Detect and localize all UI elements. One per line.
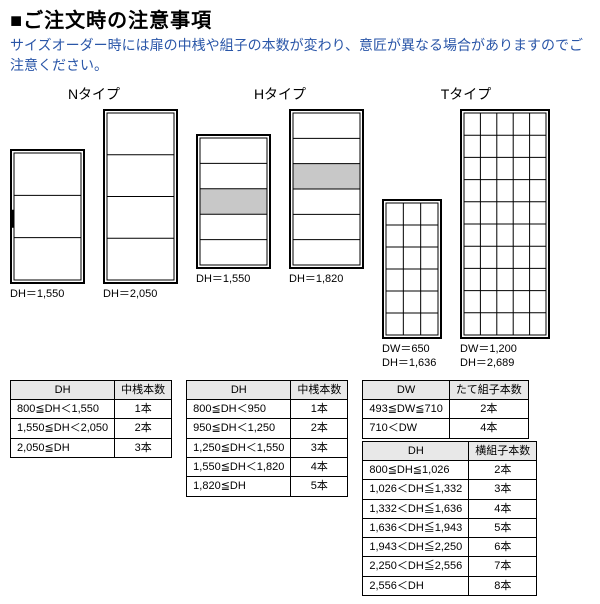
door-caption: DH＝2,050 — [103, 288, 178, 301]
type-n-label: Nタイプ — [68, 85, 120, 103]
table-cell: 2本 — [291, 419, 348, 438]
door-diagram — [289, 109, 364, 269]
data-table: DH中桟本数800≦DH＜9501本950≦DH＜1,2502本1,250≦DH… — [186, 380, 348, 497]
table-cell: 800≦DH＜1,550 — [11, 400, 115, 419]
door-caption: DH＝1,820 — [289, 273, 364, 286]
table-header: DH — [187, 380, 291, 399]
table-cell: 5本 — [291, 477, 348, 496]
type-n-table: DH中桟本数800≦DH＜1,5501本1,550≦DH＜2,0502本2,05… — [10, 380, 172, 458]
table-row: 2,250＜DH≦2,5567本 — [363, 557, 537, 576]
type-h-doors: DH＝1,550 DH＝1,820 — [196, 109, 364, 286]
table-cell: 1,943＜DH≦2,250 — [363, 538, 469, 557]
table-cell: 7本 — [469, 557, 537, 576]
table-cell: 2,050≦DH — [11, 438, 115, 457]
table-row: 2,050≦DH3本 — [11, 438, 172, 457]
table-cell: 3本 — [291, 438, 348, 457]
table-cell: 1,550≦DH＜2,050 — [11, 419, 115, 438]
table-cell: 710＜DW — [363, 419, 449, 438]
type-t-doors: DW＝650DH＝1,636 DW＝1,200DH＝2,689 — [382, 109, 550, 369]
table-row: 1,250≦DH＜1,5503本 — [187, 438, 348, 457]
table-row: 800≦DH＜1,5501本 — [11, 400, 172, 419]
data-table: DWたて組子本数493≦DW≦7102本710＜DW4本 — [362, 380, 528, 439]
table-cell: 800≦DH≦1,026 — [363, 460, 469, 479]
table-cell: 2本 — [469, 460, 537, 479]
door-wrap: DH＝2,050 — [103, 109, 178, 301]
door-wrap: DH＝1,550 — [196, 134, 271, 286]
door-wrap: DW＝1,200DH＝2,689 — [460, 109, 550, 369]
table-header: 中桟本数 — [115, 380, 172, 399]
door-diagram — [103, 109, 178, 284]
table-cell: 6本 — [469, 538, 537, 557]
table-cell: 2,250＜DH≦2,556 — [363, 557, 469, 576]
table-row: 710＜DW4本 — [363, 419, 528, 438]
table-cell: 4本 — [469, 499, 537, 518]
table-header: 横組子本数 — [469, 441, 537, 460]
table-cell: 2本 — [115, 419, 172, 438]
table-header: DW — [363, 380, 449, 399]
table-row: 1,820≦DH5本 — [187, 477, 348, 496]
type-h-column: Hタイプ DH＝1,550 DH＝1,820 — [196, 85, 364, 286]
type-t-tables: DWたて組子本数493≦DW≦7102本710＜DW4本DH横組子本数800≦D… — [362, 380, 537, 596]
table-row: 1,026＜DH≦1,3323本 — [363, 480, 537, 499]
type-h-table: DH中桟本数800≦DH＜9501本950≦DH＜1,2502本1,250≦DH… — [186, 380, 348, 497]
type-n-doors: DH＝1,550 DH＝2,050 — [10, 109, 178, 301]
table-cell: 1,550≦DH＜1,820 — [187, 457, 291, 476]
type-n-column: Nタイプ DH＝1,550 DH＝2,050 — [10, 85, 178, 301]
type-t-column: Tタイプ DW＝650DH＝1,636 DW＝1,200DH＝2,689 — [382, 85, 550, 370]
table-cell: 2,556＜DH — [363, 576, 469, 595]
table-row: 800≦DH＜9501本 — [187, 400, 348, 419]
tables-row: DH中桟本数800≦DH＜1,5501本1,550≦DH＜2,0502本2,05… — [10, 380, 590, 596]
table-header: たて組子本数 — [449, 380, 528, 399]
table-cell: 950≦DH＜1,250 — [187, 419, 291, 438]
door-diagram — [10, 149, 85, 284]
table-row: 493≦DW≦7102本 — [363, 400, 528, 419]
door-caption: DH＝1,550 — [10, 288, 85, 301]
data-table: DH横組子本数800≦DH≦1,0262本1,026＜DH≦1,3323本1,3… — [362, 441, 537, 596]
table-header: DH — [11, 380, 115, 399]
door-diagram — [196, 134, 271, 269]
table-cell: 1本 — [291, 400, 348, 419]
door-wrap: DH＝1,820 — [289, 109, 364, 286]
table-row: 1,943＜DH≦2,2506本 — [363, 538, 537, 557]
door-diagram — [382, 199, 442, 339]
table-row: 2,556＜DH8本 — [363, 576, 537, 595]
table-cell: 1,820≦DH — [187, 477, 291, 496]
table-cell: 3本 — [469, 480, 537, 499]
table-cell: 1,332＜DH≦1,636 — [363, 499, 469, 518]
table-cell: 3本 — [115, 438, 172, 457]
table-cell: 4本 — [449, 419, 528, 438]
data-table: DH中桟本数800≦DH＜1,5501本1,550≦DH＜2,0502本2,05… — [10, 380, 172, 458]
door-wrap: DH＝1,550 — [10, 149, 85, 301]
table-row: 1,550≦DH＜1,8204本 — [187, 457, 348, 476]
table-cell: 1,026＜DH≦1,332 — [363, 480, 469, 499]
table-cell: 4本 — [291, 457, 348, 476]
door-diagram — [460, 109, 550, 339]
page-subtitle: サイズオーダー時には扉の中桟や組子の本数が変わり、意匠が異なる場合がありますので… — [10, 36, 590, 75]
table-row: 1,550≦DH＜2,0502本 — [11, 419, 172, 438]
table-row: 1,332＜DH≦1,6364本 — [363, 499, 537, 518]
table-cell: 800≦DH＜950 — [187, 400, 291, 419]
table-cell: 1,636＜DH≦1,943 — [363, 518, 469, 537]
table-header: DH — [363, 441, 469, 460]
table-cell: 1本 — [115, 400, 172, 419]
table-cell: 2本 — [449, 400, 528, 419]
table-row: 950≦DH＜1,2502本 — [187, 419, 348, 438]
door-wrap: DW＝650DH＝1,636 — [382, 199, 442, 369]
door-types-row: Nタイプ DH＝1,550DH＝2,050 Hタイプ DH＝1,550DH＝1,… — [10, 85, 590, 370]
door-caption: DW＝1,200DH＝2,689 — [460, 343, 550, 369]
page-title: ■ご注文時の注意事項 — [10, 8, 590, 34]
table-cell: 493≦DW≦710 — [363, 400, 449, 419]
table-header: 中桟本数 — [291, 380, 348, 399]
table-cell: 8本 — [469, 576, 537, 595]
type-t-label: Tタイプ — [441, 85, 492, 103]
type-h-label: Hタイプ — [254, 85, 306, 103]
table-cell: 5本 — [469, 518, 537, 537]
table-row: 1,636＜DH≦1,9435本 — [363, 518, 537, 537]
table-row: 800≦DH≦1,0262本 — [363, 460, 537, 479]
door-caption: DH＝1,550 — [196, 273, 271, 286]
table-cell: 1,250≦DH＜1,550 — [187, 438, 291, 457]
door-caption: DW＝650DH＝1,636 — [382, 343, 442, 369]
